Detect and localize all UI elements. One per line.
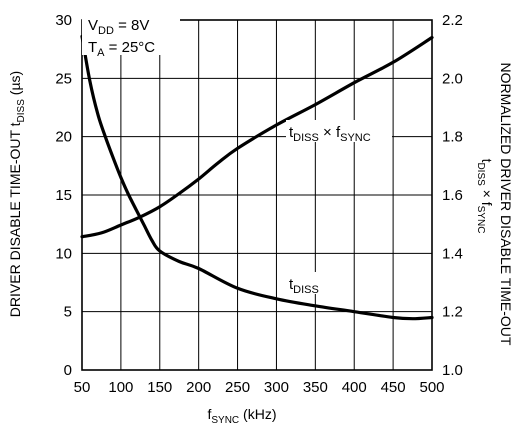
x-tick-label-4: 250 [225,379,250,396]
y2-tick-label-1: 1.2 [442,304,463,321]
y2-tick-label-2: 1.4 [442,245,463,262]
y-tick-label-5: 25 [55,70,72,87]
y-tick-label-6: 30 [55,12,72,29]
condition-ta: TA = 25°C [88,39,155,59]
x-tick-label-6: 350 [303,379,328,396]
series-lines [80,34,434,321]
x-tick-label-0: 50 [74,379,91,396]
y-tick-label-0: 0 [64,362,72,379]
y-axis-label: DRIVER DISABLE TIME-OUT tDISS (µs) [7,71,27,317]
conditions-box [82,11,180,55]
y2-tick-label-4: 1.8 [442,129,463,146]
x-tick-label-7: 400 [342,379,367,396]
series-label-product-bg [286,120,392,142]
y2-axis-label-line2: tDISS × fSYNC [475,159,495,234]
series-label-tdiss-bg [286,272,332,294]
y2-tick-labels: 1.0 1.2 1.4 1.6 1.8 2.0 2.2 [442,12,463,379]
y2-tick-label-6: 2.2 [442,12,463,29]
y2-tick-label-0: 1.0 [442,362,463,379]
y-tick-label-2: 10 [55,245,72,262]
series-line-tdiss-x-fsync [80,35,434,239]
x-tick-label-5: 300 [264,379,289,396]
series-label-tdiss: tDISS [289,276,319,296]
y-tick-label-3: 15 [55,187,72,204]
y-tick-labels: 0 5 10 15 20 25 30 [55,12,72,379]
y-tick-label-1: 5 [64,304,72,321]
grid-lines [81,19,433,371]
y2-tick-label-5: 2.0 [442,70,463,87]
x-axis-label: fSYNC (kHz) [207,406,276,423]
series-line-tdiss [80,34,434,321]
x-tick-label-8: 450 [381,379,406,396]
x-tick-label-1: 100 [108,379,133,396]
x-tick-label-3: 200 [186,379,211,396]
x-tick-label-2: 150 [147,379,172,396]
series-label-product: tDISS × fSYNC [289,124,371,144]
y-tick-label-4: 20 [55,129,72,146]
x-tick-labels: 50 100 150 200 250 300 350 400 450 500 [74,379,445,396]
y2-axis-label-line1: NORMALIZED DRIVER DISABLE TIME-OUT [498,63,514,346]
plot-frame [81,19,433,371]
condition-vdd: VDD = 8V [88,17,149,37]
x-tick-label-9: 500 [419,379,444,396]
y2-tick-label-3: 1.6 [442,187,463,204]
